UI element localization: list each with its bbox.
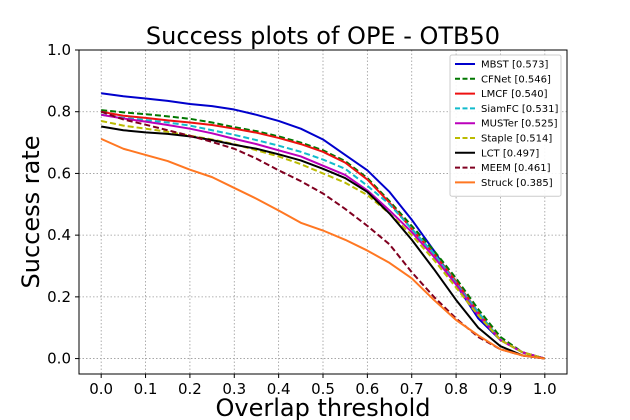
legend-label: Staple [0.514] <box>481 134 552 145</box>
series-line-mbst <box>101 92 546 360</box>
y-tick-label: 1.0 <box>47 41 71 59</box>
x-tick-label: 0.1 <box>134 380 158 398</box>
series-line-lct <box>101 125 545 360</box>
y-tick-label: 0.6 <box>47 164 71 182</box>
chart-title: Success plots of OPE - OTB50 <box>146 22 500 50</box>
legend-box <box>449 54 562 197</box>
series-line-meem <box>100 110 545 360</box>
x-tick-label: 0.6 <box>355 380 379 398</box>
y-tick-label: 0.8 <box>47 103 71 121</box>
x-axis-label: Overlap threshold <box>216 394 431 420</box>
legend-label: MEEM [0.461] <box>481 163 551 174</box>
legend-label: MBST [0.573] <box>481 60 548 71</box>
x-tick-label: 0.0 <box>89 380 113 398</box>
y-tick-label: 0.4 <box>47 226 71 244</box>
y-tick-label: 0.2 <box>47 288 71 306</box>
legend-label: SiamFC [0.531] <box>481 104 558 115</box>
y-axis-label: Success rate <box>17 136 45 289</box>
x-tick-label: 1.0 <box>533 380 557 398</box>
x-tick-label: 0.4 <box>267 380 291 398</box>
axis-ticks: 0.0 0.1 0.2 0.3 0.4 0.5 0.6 0.7 0.8 0.9 1.0 0.0 0.2 0… <box>47 41 557 398</box>
legend-label: Struck [0.385] <box>481 178 553 189</box>
y-tick-label: 0.0 <box>47 350 71 368</box>
series-line-siamfc <box>101 113 546 360</box>
x-tick-label: 0.9 <box>489 380 513 398</box>
x-tick-label: 0.5 <box>311 380 335 398</box>
legend-label: LMCF [0.540] <box>481 89 548 100</box>
series-line-struck <box>100 137 545 360</box>
x-tick-label: 0.3 <box>222 380 246 398</box>
x-tick-label: 0.2 <box>178 380 202 398</box>
legend-label: LCT [0.497] <box>481 148 539 159</box>
legend-label: CFNet [0.546] <box>481 74 551 85</box>
series-line-cfnet <box>101 109 546 360</box>
x-tick-label: 0.8 <box>444 380 468 398</box>
x-tick-label: 0.7 <box>400 380 424 398</box>
series-line-muster <box>101 113 546 360</box>
legend: MBST [0.573] CFNet [0.546] LMCF [0.540] Sia… <box>449 54 562 197</box>
series-lines <box>100 92 546 360</box>
legend-label: MUSTer [0.525] <box>481 119 558 130</box>
